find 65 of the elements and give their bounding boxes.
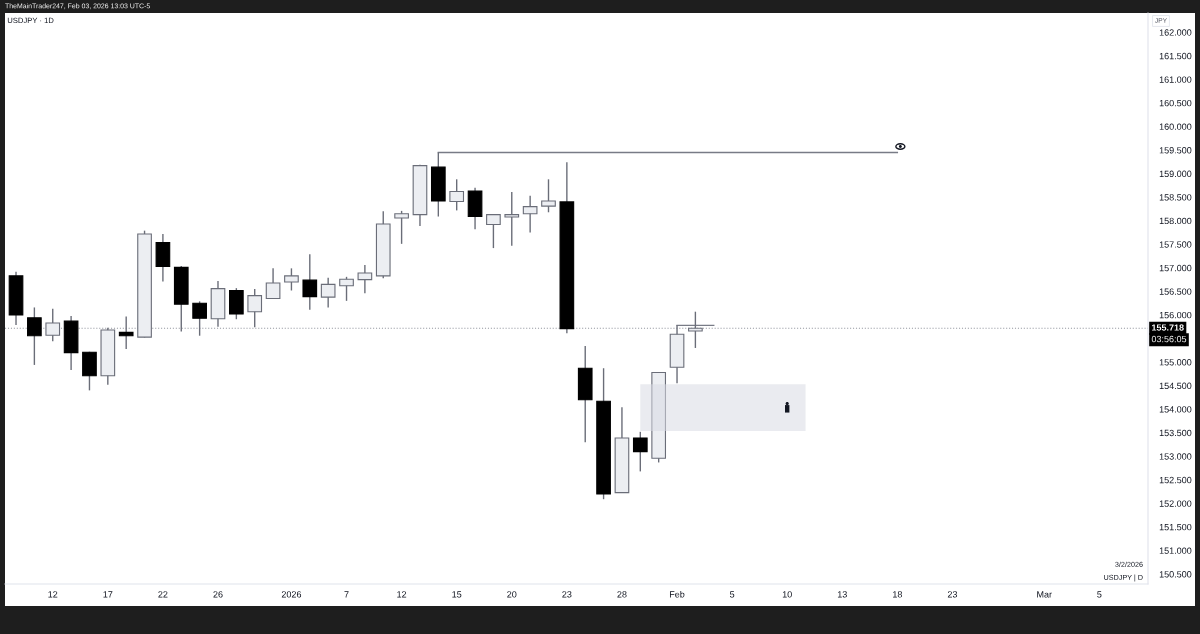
y-tick-label: 159.000 [1159,170,1192,178]
y-tick-label: 158.500 [1159,194,1192,201]
candlestick [522,195,538,234]
y-tick-label: 161.000 [1159,76,1192,83]
x-tick-label: 12 [397,591,407,598]
y-tick-label: 155.000 [1159,359,1192,366]
candlestick [302,253,318,311]
x-tick-label: 23 [947,591,958,598]
x-tick-label: 12 [48,591,58,598]
candlestick [357,264,373,295]
x-tick-label: 5 [1097,591,1102,598]
y-tick-label: 153.500 [1159,429,1192,437]
x-tick-label: 23 [562,591,572,598]
x-tick-label: 10 [782,591,792,598]
y-tick-label: 162.000 [1159,29,1192,36]
x-tick-label: 18 [893,591,902,598]
y-tick-label: 151.000 [1159,547,1192,554]
y-tick-label: 150.500 [1159,571,1192,578]
candlestick [27,306,42,366]
y-tick-label: 156.500 [1159,288,1192,295]
y-tick-label: 157.000 [1159,264,1192,272]
y-tick-label: 152.500 [1159,476,1192,484]
y-tick-label: 151.500 [1159,523,1192,531]
candlestick [265,267,281,300]
candlestick [284,267,299,292]
candlestick [45,308,61,343]
x-tick-label: 26 [213,591,223,598]
candlestick [229,287,244,320]
x-tick-label: 7 [344,591,349,598]
x-tick-label: 22 [158,591,168,598]
y-tick-label: 161.500 [1159,52,1192,60]
candlestick [541,178,556,213]
ref-line-label: 155.718 [1152,324,1184,331]
y-tick-label: 156.000 [1159,311,1192,319]
x-tick-label: 20 [507,591,517,598]
x-tick-label: 13 [837,591,847,598]
candlestick [449,178,465,212]
candlestick [486,213,501,249]
x-tick-label: 5 [729,591,735,598]
annotation: 03:56:05 [1151,335,1187,343]
y-tick-label: 152.000 [1159,500,1192,507]
y-tick-label: 154.000 [1159,406,1192,413]
y-tick-label: 160.000 [1159,123,1192,130]
candlestick [82,351,97,392]
candlestick [118,315,134,350]
x-tick-label: 2026 [281,591,302,598]
candlestick [394,210,409,245]
y-tick-label: 153.000 [1159,453,1192,460]
x-tick-label: Feb [669,590,685,598]
y-tick-label: 154.500 [1159,382,1192,390]
y-tick-label: 157.500 [1159,241,1192,248]
candlestick [339,276,354,302]
candlestick [320,277,336,309]
candlestick [192,300,207,337]
candlestick [632,431,648,473]
candlestick [504,191,520,247]
x-tick-label: 15 [452,591,462,598]
x-tick-label: Mar [1037,591,1052,598]
candlestick [688,310,703,349]
candlestick [247,288,263,328]
y-tick-label: 158.000 [1159,217,1192,225]
x-tick-label: 17 [103,591,113,598]
y-tick-label: 160.500 [1159,99,1192,107]
x-tick-label: 28 [617,591,627,598]
y-tick-label: 159.500 [1159,147,1192,154]
